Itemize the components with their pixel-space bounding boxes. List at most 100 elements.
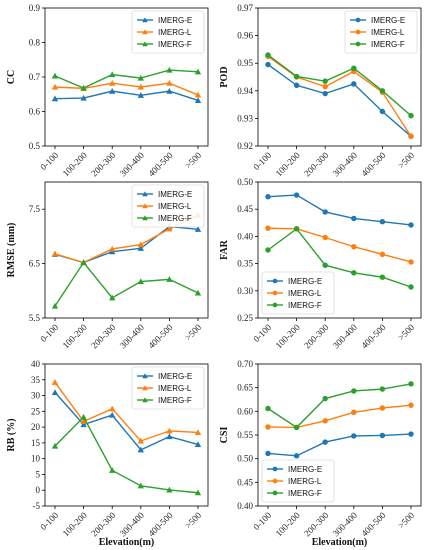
- data-point: [51, 95, 59, 102]
- x-tick-label: 0-100: [251, 322, 273, 344]
- data-point: [80, 413, 87, 420]
- data-point: [137, 446, 144, 453]
- data-point: [80, 84, 87, 91]
- plot-frame: [44, 181, 209, 319]
- data-point: [194, 489, 202, 496]
- data-point: [322, 395, 328, 402]
- data-point: [351, 81, 357, 87]
- y-tick-label: 0.7: [29, 72, 41, 82]
- series-imerg-f: [265, 52, 414, 119]
- x-tick-label: 400-500: [146, 510, 175, 539]
- y-tick-label: 0.94: [237, 86, 253, 96]
- data-point: [355, 29, 361, 35]
- legend-box: [131, 366, 205, 410]
- series-line: [267, 194, 412, 226]
- data-point: [137, 482, 144, 489]
- y-tick-label: 7.5: [29, 204, 41, 214]
- legend-label: IMERG-E: [288, 465, 322, 474]
- legend-label: IMERG-E: [158, 190, 192, 199]
- x-tick-label: 400-500: [146, 322, 175, 351]
- data-point: [166, 80, 173, 86]
- panel-2: 0.92 0.93 0.94 0.95 0.96 0.97 0-100 100-200 200-…: [219, 3, 422, 179]
- x-tick-label: >500: [183, 150, 204, 171]
- data-point: [51, 250, 59, 257]
- data-point: [408, 133, 414, 140]
- x-tick-label: 400-500: [359, 322, 388, 351]
- data-point: [109, 294, 116, 301]
- data-point: [379, 251, 386, 258]
- data-point: [109, 245, 116, 252]
- data-point: [166, 225, 173, 232]
- data-point: [351, 244, 357, 250]
- data-point: [351, 270, 357, 276]
- panel-3: 5.5 6.5 7.5 0-100 100-200 200-300 300-400 400-5…: [6, 181, 209, 351]
- data-point: [351, 409, 357, 415]
- x-tick-label: 300-400: [118, 322, 147, 351]
- legend: IMERG-E IMERG-L IMERG-F: [344, 10, 418, 54]
- y-tick-label: 40: [31, 359, 41, 369]
- y-tick-label: 0.45: [237, 204, 253, 214]
- x-tick-label: 200-300: [89, 150, 118, 179]
- series-imerg-e: [51, 87, 202, 104]
- data-point: [142, 215, 148, 221]
- x-tick-label: 300-400: [331, 322, 360, 351]
- data-point: [137, 241, 144, 248]
- data-point: [137, 92, 144, 98]
- data-point: [322, 262, 328, 268]
- data-point: [322, 209, 328, 215]
- data-point: [379, 274, 386, 280]
- series-line: [267, 54, 412, 117]
- series-line: [54, 69, 199, 89]
- series-line: [267, 64, 412, 137]
- y-axis-label: RB (%): [6, 418, 17, 451]
- legend-label: IMERG-E: [371, 16, 405, 25]
- legend-box: [131, 10, 205, 54]
- series-line: [54, 261, 199, 307]
- y-axis-label: FAR: [219, 239, 230, 260]
- x-tick-label: 100-200: [61, 510, 90, 539]
- plot-frame: [257, 181, 422, 319]
- legend: IMERG-E IMERG-L IMERG-F: [261, 459, 335, 503]
- data-point: [265, 247, 271, 253]
- y-tick-label: 0.70: [237, 359, 253, 369]
- data-point: [272, 466, 278, 472]
- y-tick-label: 35: [31, 375, 41, 385]
- data-point: [137, 74, 144, 81]
- y-tick-label: 0.40: [237, 231, 253, 241]
- y-tick-label: 30: [31, 391, 41, 401]
- y-tick-label: 0.50: [237, 177, 253, 187]
- y-tick-label: 0.40: [237, 501, 253, 511]
- data-point: [137, 437, 144, 444]
- x-tick-label: 400-500: [359, 150, 388, 179]
- y-tick-label: 20: [31, 422, 41, 432]
- x-tick-label: >500: [183, 510, 204, 531]
- data-point: [109, 405, 116, 412]
- data-point: [194, 441, 202, 448]
- y-tick-label: 0.96: [237, 31, 253, 41]
- legend-label: IMERG-L: [158, 202, 192, 211]
- data-point: [166, 486, 173, 493]
- data-point: [272, 278, 278, 284]
- x-tick-label: >500: [396, 510, 417, 531]
- series-imerg-f: [265, 226, 414, 290]
- data-point: [51, 72, 59, 79]
- data-point: [408, 402, 414, 408]
- y-tick-label: 0.8: [29, 38, 41, 48]
- panel-1: 0.5 0.6 0.7 0.8 0.9 0-100 100-200 200-300 300-40…: [6, 3, 209, 179]
- panel-5: -5 0 5 10 15 20 25 30 35 40 0-100 100-200 200-300 300…: [6, 359, 209, 548]
- legend-label: IMERG-E: [288, 277, 322, 286]
- legend-label: IMERG-F: [158, 40, 192, 49]
- legend-label: IMERG-E: [158, 16, 192, 25]
- y-axis-label: CSI: [219, 427, 230, 444]
- series-imerg-e: [265, 61, 414, 140]
- legend-label: IMERG-E: [158, 372, 192, 381]
- y-tick-label: 25: [31, 406, 41, 416]
- series-line: [54, 381, 199, 442]
- data-point: [265, 424, 271, 430]
- x-tick-label: 400-500: [146, 150, 175, 179]
- y-tick-label: 0.5: [29, 141, 41, 151]
- data-point: [142, 385, 148, 391]
- y-tick-label: 0.93: [237, 113, 253, 123]
- x-tick-label: 0-100: [38, 510, 60, 532]
